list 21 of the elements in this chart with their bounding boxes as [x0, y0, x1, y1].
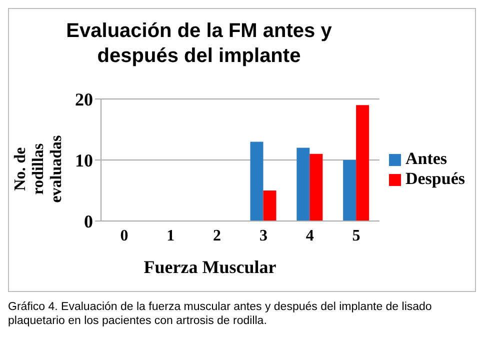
y-axis-title: No. de rodillas evaluadas	[12, 135, 66, 203]
x-tick-label: 0	[120, 227, 128, 244]
bar	[250, 142, 264, 221]
x-tick-label: 2	[213, 227, 222, 244]
bar	[310, 154, 323, 221]
x-tick-label: 1	[166, 227, 175, 244]
y-tick-label: 20	[75, 89, 93, 110]
x-tick-label: 5	[352, 227, 360, 244]
bar	[343, 160, 356, 221]
bar	[356, 105, 370, 221]
y-tick-label: 10	[75, 150, 93, 170]
y-tick-label: 0	[84, 211, 93, 232]
chart-title: Evaluación de la FM antes y después del implante	[65, 19, 333, 69]
bar	[263, 190, 276, 221]
x-tick-label: 4	[306, 227, 314, 244]
text: Gráfico 4. Evaluación de la fuerza muscular antes y después del implante de lisado plaquetario en los pacientes con artrosis de rodilla.	[8, 300, 433, 328]
legend-label: Después	[405, 169, 465, 188]
x-axis-title: Fuerza Muscular	[142, 257, 278, 278]
legend-label: Antes	[405, 149, 448, 168]
x-tick-label: 3	[259, 227, 268, 244]
bar	[296, 148, 310, 221]
